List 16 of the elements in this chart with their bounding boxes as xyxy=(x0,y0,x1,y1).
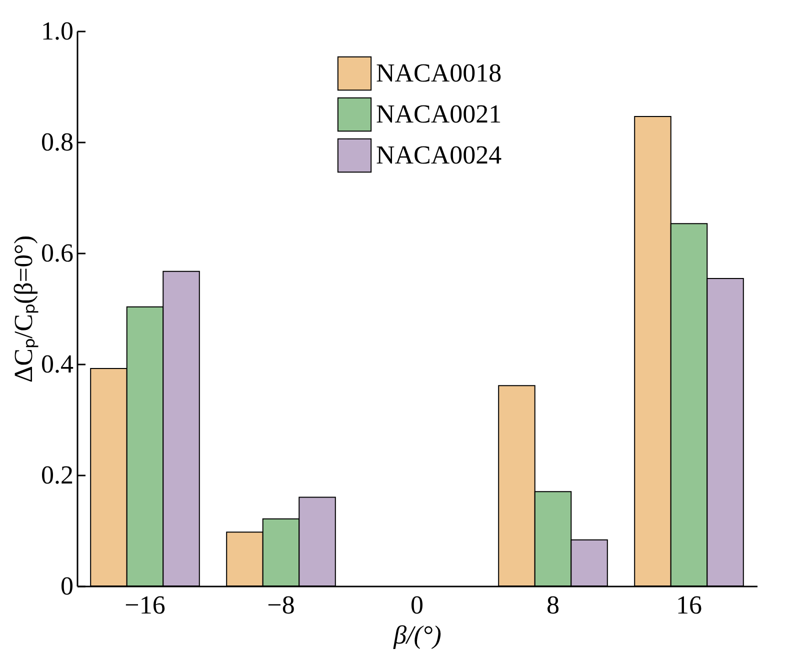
y-axis-title: ΔCₚ/Cₚ(β=0°) xyxy=(9,235,39,383)
x-axis-title: β/(°) xyxy=(392,620,442,650)
y-tick-label: 0.8 xyxy=(41,128,74,156)
y-tick-label: 0.2 xyxy=(41,460,74,490)
legend-label: NACA0024 xyxy=(376,140,502,170)
x-tick-label: 16 xyxy=(676,590,702,620)
y-tick-label: 0 xyxy=(60,572,74,600)
legend-label: NACA0018 xyxy=(376,58,502,88)
y-tick-label: 0.4 xyxy=(41,350,74,378)
y-tick-label: 0.6 xyxy=(41,238,74,268)
x-tick-label: −16 xyxy=(124,590,166,620)
x-tick-label: 8 xyxy=(546,590,560,620)
y-tick-label: 1.0 xyxy=(41,16,74,46)
x-tick-label: −8 xyxy=(267,590,295,620)
x-tick-label: 0 xyxy=(410,590,424,620)
legend-label: NACA0021 xyxy=(376,100,502,128)
